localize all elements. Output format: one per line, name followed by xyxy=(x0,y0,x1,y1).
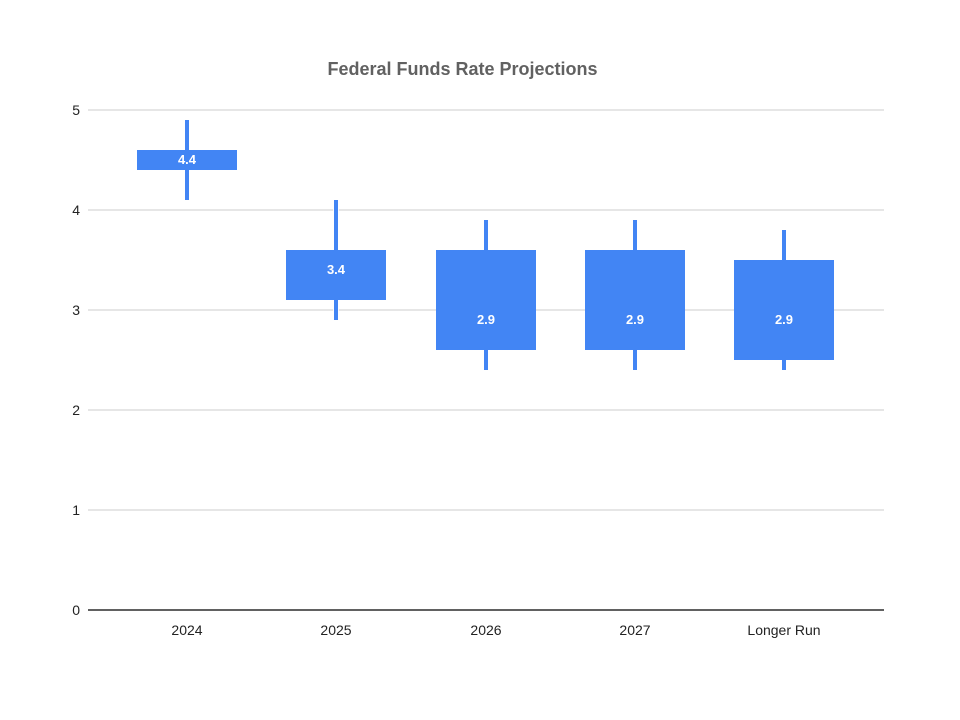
box-value-label: 2.9 xyxy=(625,312,645,327)
x-axis-tick-label: Longer Run xyxy=(747,622,821,638)
box-value-label: 3.4 xyxy=(326,262,346,277)
box-value-label: 2.9 xyxy=(774,312,794,327)
y-axis-tick-label: 1 xyxy=(72,502,80,518)
candlestick-box xyxy=(734,260,834,360)
box-value-label: 4.4 xyxy=(177,152,197,167)
box-value-label: 2.9 xyxy=(476,312,496,327)
y-axis-tick-label: 3 xyxy=(72,302,80,318)
candlestick-box xyxy=(585,250,685,350)
gridline xyxy=(88,509,884,511)
gridline xyxy=(88,109,884,111)
gridline xyxy=(88,409,884,411)
x-axis-tick-label: 2025 xyxy=(320,622,352,638)
x-axis-baseline xyxy=(88,609,884,611)
y-axis-tick-label: 2 xyxy=(72,402,80,418)
y-axis-tick-label: 4 xyxy=(72,202,80,218)
y-axis-tick-label: 5 xyxy=(72,102,80,118)
candlestick-box xyxy=(436,250,536,350)
candlestick-box xyxy=(137,150,237,170)
x-axis-tick-label: 2027 xyxy=(619,622,651,638)
x-axis-tick-label: 2024 xyxy=(171,622,203,638)
chart-title: Federal Funds Rate Projections xyxy=(327,59,598,79)
x-axis-tick-label: 2026 xyxy=(470,622,502,638)
gridline xyxy=(88,209,884,211)
y-axis-tick-label: 0 xyxy=(72,602,80,618)
candlestick-box xyxy=(286,250,386,300)
